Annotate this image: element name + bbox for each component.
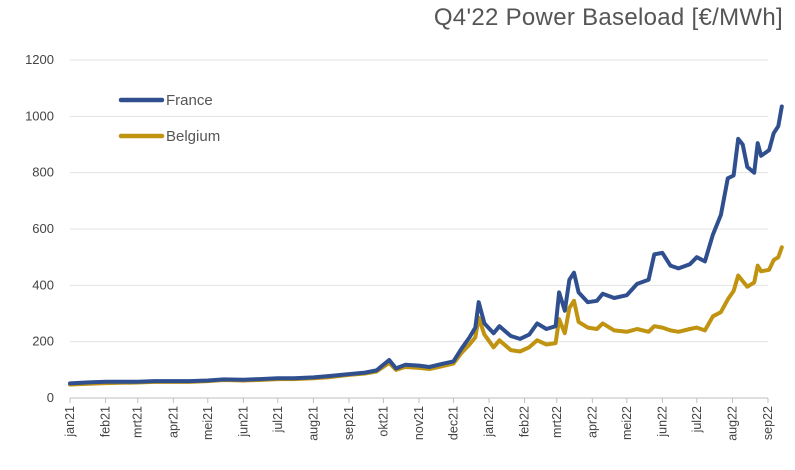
legend-label-france: France [166,92,213,109]
x-tick-label: okt21 [376,406,390,437]
grid-lines [70,59,768,399]
y-tick-label: 1200 [25,52,54,67]
x-axis: jan21 feb21 mrt21 apr21 mei21 jun21 jul21 aug21… [63,398,775,441]
x-tick-label: apr21 [166,406,180,438]
y-tick-label: 800 [32,165,54,180]
x-tick-label: nov21 [412,406,426,440]
x-tick-label: jun21 [236,406,250,438]
y-tick-label: 400 [32,277,54,292]
x-tick-label: mei22 [620,406,634,440]
x-tick-label: feb22 [518,406,532,437]
x-tick-label: sep21 [342,406,356,440]
x-tick-label: aug21 [306,406,320,441]
legend: France Belgium [118,92,220,145]
series-group [68,104,784,387]
x-tick-label: jan22 [482,406,496,438]
x-tick-label: dec21 [446,406,460,440]
x-tick-label: feb21 [99,406,113,437]
x-tick-label: mrt22 [550,406,564,438]
x-tick-label: aug22 [725,406,739,441]
y-tick-label: 600 [32,221,54,236]
chart-title: Q4'22 Power Baseload [€/MWh] [433,4,783,31]
x-tick-label: apr22 [585,406,599,438]
x-tick-label: mei21 [201,406,215,440]
x-tick-label: jun22 [655,406,669,438]
y-tick-label: 200 [32,334,54,349]
y-tick-label: 0 [47,390,54,405]
y-axis: 0 200 400 600 800 1000 1200 [25,52,54,405]
x-tick-label: mrt21 [131,406,145,438]
x-tick-label: sep22 [761,406,775,440]
legend-label-belgium: Belgium [166,128,220,145]
series-line-france [68,104,784,386]
x-tick-label: jul22 [690,406,704,433]
y-tick-label: 1000 [25,108,54,123]
x-tick-label: jan21 [63,406,77,438]
x-tick-label: jul21 [271,406,285,433]
